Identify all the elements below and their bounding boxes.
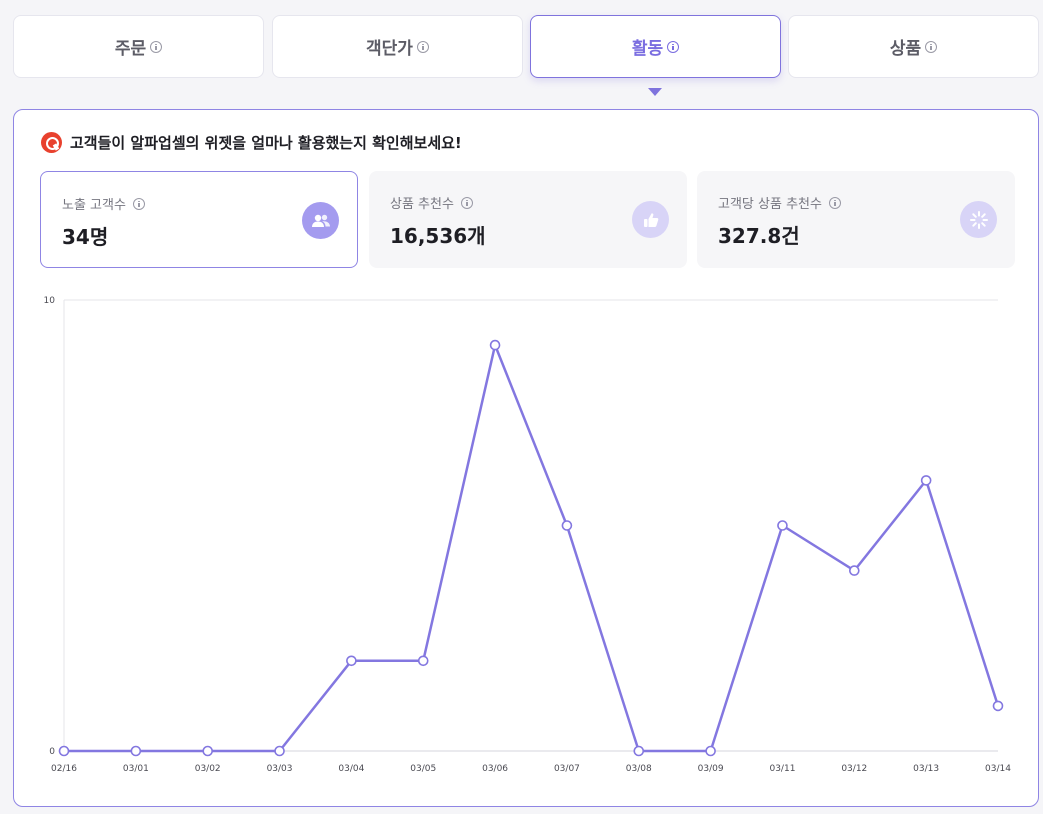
card-label: 고객당 상품 추천수 (718, 197, 822, 212)
info-icon[interactable] (416, 40, 429, 53)
chart-svg: 0 10 02/16 03/01 03/02 03/03 03/04 03/05 03/06 03… (44, 296, 1012, 774)
x-tick-label: 03/03 (267, 764, 293, 774)
data-point (130, 745, 142, 757)
data-point (417, 655, 429, 667)
x-tick-label: 03/11 (769, 764, 795, 774)
x-tick-label: 03/09 (698, 764, 724, 774)
metric-card-product-recommendations[interactable]: 상품 추천수 16,536개 (369, 171, 687, 268)
spinner-icon (960, 201, 997, 238)
active-tab-pointer (648, 88, 662, 96)
data-point (202, 745, 213, 757)
x-tick-label: 03/08 (626, 764, 652, 774)
tab-activity[interactable]: 활동 (530, 15, 781, 78)
x-tick-label: 03/14 (985, 764, 1011, 774)
x-tick-label: 02/16 (51, 764, 77, 774)
tab-product[interactable]: 상품 (788, 15, 1039, 78)
info-icon[interactable] (667, 40, 680, 53)
data-point (274, 745, 285, 757)
tab-order[interactable]: 주문 (13, 15, 264, 78)
card-label: 노출 고객수 (62, 198, 126, 213)
tab-label: 상품 (889, 39, 922, 59)
info-icon[interactable] (132, 197, 145, 210)
info-icon[interactable] (925, 40, 938, 53)
activity-line-chart: 0 10 02/16 03/01 03/02 03/03 03/04 03/05 03/06 03… (14, 288, 1038, 788)
series-line (64, 343, 1000, 753)
tab-label: 객단가 (366, 39, 413, 59)
card-value: 327.8건 (718, 224, 800, 248)
metric-card-exposed-customers[interactable]: 노출 고객수 34명 (40, 171, 358, 268)
tab-label: 주문 (114, 39, 147, 59)
x-tick-label: 03/07 (554, 764, 580, 774)
x-tick-label: 03/12 (841, 764, 867, 774)
x-tick-label: 03/04 (338, 764, 364, 774)
card-label-row: 고객당 상품 추천수 (718, 193, 994, 212)
x-tick-label: 03/13 (913, 764, 939, 774)
x-tick-label: 03/05 (410, 764, 436, 774)
data-point (705, 745, 716, 757)
y-tick-label: 10 (44, 296, 56, 306)
data-point (777, 520, 788, 531)
tab-avg-order-value[interactable]: 객단가 (272, 15, 523, 78)
tab-bar: 주문 객단가 활동 상품 (13, 15, 1039, 78)
x-tick-label: 03/02 (195, 764, 221, 774)
data-point (920, 475, 932, 486)
data-point (561, 520, 573, 531)
y-tick-label: 0 (49, 747, 55, 757)
x-tick-label: 03/01 (123, 764, 149, 774)
panel-headline: 고객들이 알파업셀의 위젯을 얼마나 활용했는지 확인해보세요! (41, 131, 462, 153)
info-icon[interactable] (828, 196, 841, 209)
x-tick-label: 03/06 (482, 764, 508, 774)
card-label-row: 노출 고객수 (62, 194, 336, 213)
users-icon (302, 202, 339, 239)
card-label-row: 상품 추천수 (390, 193, 666, 212)
data-point (992, 700, 1004, 712)
tab-label: 활동 (631, 39, 664, 59)
headline-text: 고객들이 알파업셀의 위젯을 얼마나 활용했는지 확인해보세요! (70, 133, 462, 152)
activity-panel: 고객들이 알파업셀의 위젯을 얼마나 활용했는지 확인해보세요! 노출 고객수 … (13, 109, 1039, 807)
data-point (346, 655, 357, 667)
card-label: 상품 추천수 (390, 197, 454, 212)
info-icon[interactable] (460, 196, 473, 209)
metric-card-recommendations-per-customer[interactable]: 고객당 상품 추천수 327.8건 (697, 171, 1015, 268)
info-icon[interactable] (150, 40, 163, 53)
card-value: 16,536개 (390, 224, 486, 248)
data-point (58, 745, 70, 757)
data-point (633, 745, 645, 757)
data-point (489, 339, 501, 351)
data-point (849, 565, 860, 576)
alpha-upsell-logo-icon (41, 131, 62, 153)
card-value: 34명 (62, 225, 109, 249)
thumbs-up-icon (632, 201, 669, 238)
